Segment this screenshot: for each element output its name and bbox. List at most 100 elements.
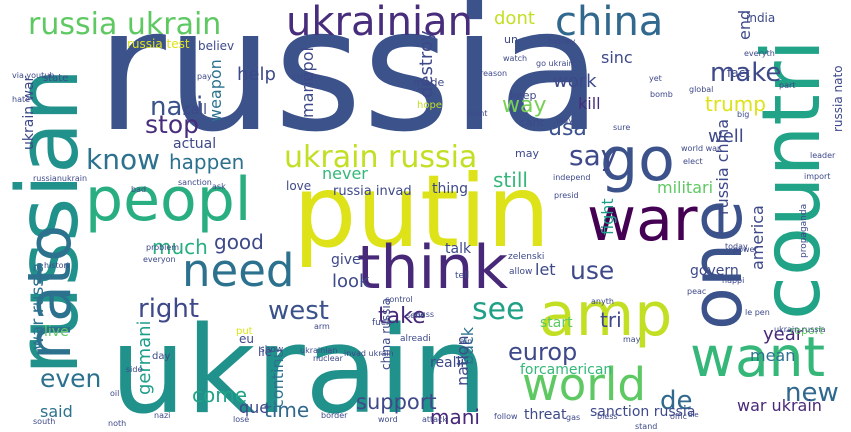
cloud-word: de: [660, 386, 693, 416]
cloud-word: everyth: [744, 49, 775, 58]
cloud-word: give: [331, 252, 361, 268]
cloud-word: ukrainian: [286, 0, 473, 45]
cloud-word: new: [785, 378, 839, 408]
cloud-word: help: [237, 64, 276, 85]
cloud-word: militari: [657, 178, 714, 197]
cloud-word: start: [540, 315, 573, 331]
cloud-word: take: [378, 304, 426, 329]
cloud-word: tell: [455, 271, 470, 281]
cloud-word: global: [689, 85, 714, 94]
cloud-word: border: [321, 411, 348, 420]
cloud-word: un: [504, 33, 518, 46]
cloud-word: india: [746, 11, 776, 25]
cloud-word: even: [40, 364, 102, 393]
cloud-word: via youtub: [12, 71, 55, 80]
cloud-word: world: [522, 358, 646, 411]
cloud-word: come: [192, 383, 248, 407]
cloud-word: offic: [670, 412, 688, 421]
cloud-word: leader: [810, 151, 836, 160]
cloud-word: fight: [598, 198, 617, 235]
cloud-word: tri: [600, 308, 622, 332]
cloud-word: hate: [12, 95, 31, 104]
cloud-word: know: [86, 143, 160, 176]
cloud-word: send: [406, 311, 426, 320]
cloud-word: import: [804, 172, 831, 181]
cloud-word: reason: [480, 69, 508, 78]
cloud-word: yet: [649, 74, 662, 83]
cloud-word: oil: [110, 389, 120, 398]
cloud-word: threat: [524, 407, 567, 423]
cloud-word: russianukrain: [33, 174, 88, 183]
cloud-word: control: [385, 295, 413, 304]
cloud-word: see: [472, 292, 525, 327]
cloud-word: play: [556, 116, 573, 125]
cloud-word: mean: [750, 346, 796, 365]
cloud-word: sure: [613, 123, 631, 132]
cloud-word: weapon: [206, 59, 225, 122]
cloud-word: mani: [430, 405, 480, 429]
cloud-word: sanction: [178, 178, 212, 187]
cloud-word: fuck: [372, 318, 392, 328]
cloud-word: russia nato: [831, 65, 845, 132]
cloud-word: let: [535, 260, 556, 279]
cloud-word: mass: [413, 310, 435, 319]
cloud-word: state: [43, 73, 69, 84]
cloud-word: everyon: [143, 255, 176, 264]
cloud-word: call: [183, 102, 208, 118]
cloud-word: noth: [108, 419, 127, 428]
cloud-word: ukrain russia: [284, 140, 478, 175]
cloud-word: made: [413, 76, 445, 89]
cloud-word: hope: [417, 100, 442, 111]
cloud-word: say: [569, 139, 618, 172]
cloud-word: forcamerican: [520, 362, 613, 378]
cloud-word: russia ukrain: [28, 7, 222, 42]
cloud-word: attack: [422, 415, 448, 424]
cloud-word: propaganda: [799, 203, 809, 258]
cloud-word: may: [515, 147, 539, 160]
cloud-word: talk: [445, 241, 472, 257]
cloud-word: today: [725, 242, 748, 251]
cloud-word: part: [779, 81, 796, 90]
cloud-word: sinc: [601, 48, 633, 67]
cloud-word: anyth: [591, 297, 614, 306]
cloud-word: go: [600, 125, 675, 195]
cloud-word: stop: [145, 110, 199, 139]
cloud-word: dont: [494, 8, 535, 29]
cloud-word: stand: [635, 422, 658, 431]
cloud-word: america: [748, 205, 767, 270]
cloud-word: big: [737, 110, 750, 119]
cloud-word: actual: [173, 136, 217, 152]
cloud-word: alreadi: [400, 334, 431, 344]
cloud-word: south: [33, 417, 56, 426]
cloud-word: need: [182, 244, 295, 297]
cloud-word: invad ukrain: [344, 349, 394, 358]
cloud-word: love: [286, 179, 312, 193]
cloud-word: way: [502, 93, 547, 118]
cloud-word: sanction russia: [590, 404, 696, 420]
cloud-word: right: [138, 294, 200, 324]
cloud-word: govern: [690, 263, 739, 279]
cloud-word: use: [570, 256, 615, 285]
cloud-word: west: [268, 296, 330, 326]
cloud-word: bless: [597, 412, 618, 421]
cloud-word: never: [322, 164, 368, 183]
cloud-word: independ: [553, 173, 591, 182]
cloud-word: ukrain: [110, 302, 488, 432]
cloud-word: good: [214, 230, 264, 254]
cloud-word: year: [763, 324, 804, 345]
cloud-word: presid: [554, 191, 579, 200]
cloud-word: still: [493, 168, 528, 192]
cloud-word: pay: [197, 72, 212, 81]
cloud-word: arm: [314, 322, 330, 331]
cloud-word: mariupol: [298, 47, 317, 118]
cloud-word: ukrain russia: [774, 325, 826, 334]
cloud-word: keep: [510, 89, 537, 102]
cloud-word: said: [40, 402, 73, 421]
cloud-word: war: [587, 185, 698, 255]
cloud-word: putin: [293, 153, 551, 270]
cloud-word: russia: [96, 0, 603, 170]
cloud-word: china russia: [379, 297, 393, 370]
cloud-word: civilian: [292, 72, 320, 81]
cloud-word: histori: [44, 261, 70, 270]
